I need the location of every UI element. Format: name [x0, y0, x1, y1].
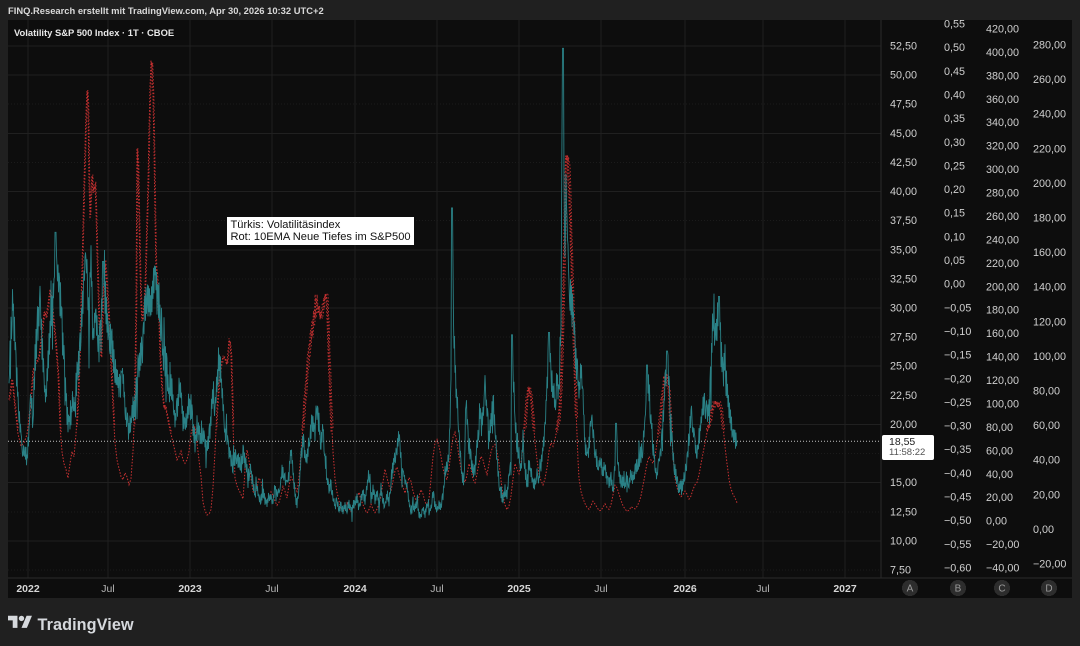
svg-text:80,00: 80,00 — [1033, 386, 1060, 398]
svg-text:42,50: 42,50 — [890, 157, 917, 169]
svg-text:220,00: 220,00 — [1033, 143, 1066, 155]
svg-text:35,00: 35,00 — [890, 244, 917, 256]
svg-text:200,00: 200,00 — [986, 281, 1019, 293]
svg-text:40,00: 40,00 — [890, 186, 917, 198]
svg-text:420,00: 420,00 — [986, 24, 1019, 36]
svg-text:−0,45: −0,45 — [944, 492, 971, 504]
svg-text:−0,60: −0,60 — [944, 563, 971, 575]
svg-text:0,00: 0,00 — [986, 516, 1007, 528]
svg-text:Jul: Jul — [756, 583, 769, 595]
svg-text:0,30: 0,30 — [944, 137, 965, 149]
svg-text:340,00: 340,00 — [986, 117, 1019, 129]
svg-text:−0,20: −0,20 — [944, 373, 971, 385]
svg-text:−20,00: −20,00 — [986, 539, 1019, 551]
svg-text:−0,10: −0,10 — [944, 326, 971, 338]
svg-text:160,00: 160,00 — [986, 328, 1019, 340]
svg-text:120,00: 120,00 — [1033, 316, 1066, 328]
svg-text:45,00: 45,00 — [890, 128, 917, 140]
svg-text:Jul: Jul — [594, 583, 607, 595]
svg-text:Jul: Jul — [430, 583, 443, 595]
svg-text:47,50: 47,50 — [890, 99, 917, 111]
svg-text:A: A — [907, 584, 914, 595]
svg-text:260,00: 260,00 — [986, 211, 1019, 223]
svg-text:27,50: 27,50 — [890, 332, 917, 344]
svg-text:20,00: 20,00 — [986, 492, 1013, 504]
svg-text:50,00: 50,00 — [890, 70, 917, 82]
svg-text:140,00: 140,00 — [1033, 282, 1066, 294]
svg-text:2024: 2024 — [343, 583, 367, 595]
svg-text:0,10: 0,10 — [944, 231, 965, 243]
svg-text:37,50: 37,50 — [890, 215, 917, 227]
svg-text:180,00: 180,00 — [986, 305, 1019, 317]
svg-text:40,00: 40,00 — [1033, 455, 1060, 467]
svg-text:0,55: 0,55 — [944, 20, 965, 31]
svg-text:0,35: 0,35 — [944, 113, 965, 125]
svg-text:−0,50: −0,50 — [944, 515, 971, 527]
svg-text:180,00: 180,00 — [1033, 213, 1066, 225]
svg-text:0,50: 0,50 — [944, 42, 965, 54]
svg-text:280,00: 280,00 — [986, 188, 1019, 200]
svg-text:160,00: 160,00 — [1033, 247, 1066, 259]
svg-text:−0,05: −0,05 — [944, 302, 971, 314]
svg-text:360,00: 360,00 — [986, 94, 1019, 106]
svg-text:Jul: Jul — [265, 583, 278, 595]
svg-text:100,00: 100,00 — [986, 399, 1019, 411]
svg-text:−20,00: −20,00 — [1033, 559, 1066, 571]
svg-text:0,25: 0,25 — [944, 160, 965, 172]
svg-text:0,45: 0,45 — [944, 66, 965, 78]
svg-text:400,00: 400,00 — [986, 47, 1019, 59]
svg-text:22,50: 22,50 — [890, 390, 917, 402]
svg-text:2027: 2027 — [833, 583, 857, 595]
svg-text:D: D — [1045, 584, 1052, 595]
svg-text:−0,55: −0,55 — [944, 539, 971, 551]
svg-text:140,00: 140,00 — [986, 352, 1019, 364]
svg-text:15,00: 15,00 — [890, 477, 917, 489]
svg-text:320,00: 320,00 — [986, 141, 1019, 153]
svg-text:2026: 2026 — [673, 583, 697, 595]
svg-text:20,00: 20,00 — [1033, 489, 1060, 501]
svg-text:2022: 2022 — [16, 583, 40, 595]
svg-text:2025: 2025 — [507, 583, 531, 595]
svg-text:0,40: 0,40 — [944, 90, 965, 102]
svg-text:300,00: 300,00 — [986, 164, 1019, 176]
svg-text:0,15: 0,15 — [944, 208, 965, 220]
svg-text:20,00: 20,00 — [890, 419, 917, 431]
svg-text:260,00: 260,00 — [1033, 74, 1066, 86]
svg-text:12,50: 12,50 — [890, 506, 917, 518]
svg-text:−40,00: −40,00 — [986, 563, 1019, 575]
svg-text:60,00: 60,00 — [986, 445, 1013, 457]
svg-text:25,00: 25,00 — [890, 361, 917, 373]
svg-text:280,00: 280,00 — [1033, 40, 1066, 52]
svg-text:220,00: 220,00 — [986, 258, 1019, 270]
svg-text:80,00: 80,00 — [986, 422, 1013, 434]
svg-text:380,00: 380,00 — [986, 70, 1019, 82]
svg-text:B: B — [955, 584, 962, 595]
svg-text:240,00: 240,00 — [1033, 109, 1066, 121]
svg-text:32,50: 32,50 — [890, 273, 917, 285]
svg-text:0,00: 0,00 — [1033, 524, 1054, 536]
svg-text:0,20: 0,20 — [944, 184, 965, 196]
svg-text:Jul: Jul — [101, 583, 114, 595]
svg-text:−0,35: −0,35 — [944, 444, 971, 456]
svg-text:10,00: 10,00 — [890, 535, 917, 547]
svg-text:2023: 2023 — [178, 583, 202, 595]
svg-text:0,05: 0,05 — [944, 255, 965, 267]
svg-text:7,50: 7,50 — [890, 565, 911, 577]
svg-text:52,50: 52,50 — [890, 41, 917, 53]
svg-text:−0,30: −0,30 — [944, 421, 971, 433]
svg-text:C: C — [998, 584, 1005, 595]
svg-text:200,00: 200,00 — [1033, 178, 1066, 190]
svg-text:40,00: 40,00 — [986, 469, 1013, 481]
svg-text:60,00: 60,00 — [1033, 420, 1060, 432]
svg-text:−0,40: −0,40 — [944, 468, 971, 480]
svg-text:−0,15: −0,15 — [944, 350, 971, 362]
svg-text:−0,25: −0,25 — [944, 397, 971, 409]
svg-text:0,00: 0,00 — [944, 279, 965, 291]
svg-text:100,00: 100,00 — [1033, 351, 1066, 363]
svg-text:240,00: 240,00 — [986, 234, 1019, 246]
svg-text:120,00: 120,00 — [986, 375, 1019, 387]
svg-text:30,00: 30,00 — [890, 303, 917, 315]
